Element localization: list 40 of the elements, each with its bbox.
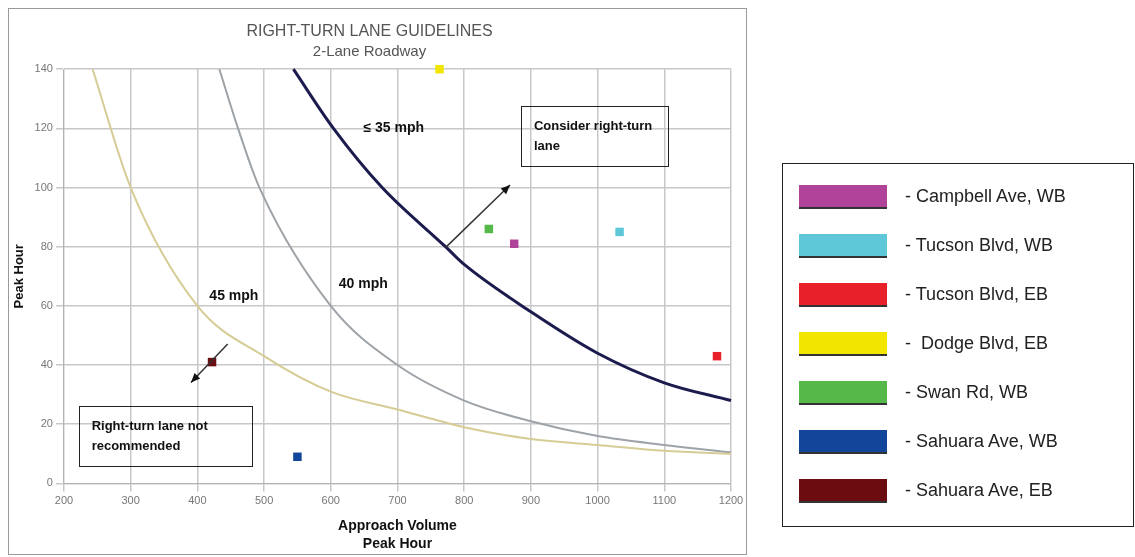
x-tick-label: 800 [455,494,474,507]
legend-label: - Campbell Ave, WB [905,186,1066,207]
series-label: ≤ 35 mph [363,119,425,136]
x-tick-label: 400 [188,494,207,507]
y-tick-label: 120 [34,121,53,134]
x-tick-label: 600 [321,494,340,507]
legend-label: - Dodge Blvd, EB [905,333,1049,354]
line-series [91,68,732,455]
series-label: 45 mph [209,286,259,303]
y-tick-label: 20 [40,417,53,430]
legend-label: - Swan Rd, WB [905,382,1029,403]
y-tick-label: 100 [34,180,53,193]
legend-label: - Tucson Blvd, WB [905,235,1054,256]
x-tick-label: 1100 [652,494,677,507]
legend-label: - Sahuara Ave, WB [905,431,1058,452]
legend-label: - Sahuara Ave, EB [905,480,1053,501]
y-tick-label: 0 [46,476,53,489]
x-tick-label: 500 [254,494,274,507]
x-axis-title: Approach Volume Peak Hour [338,516,458,551]
legend-label: - Tucson Blvd, EB [905,284,1049,305]
chart-subtitle: 2-Lane Roadway [312,42,427,60]
point [435,64,444,74]
y-axis-title: Peak Hour [11,244,27,309]
point [293,452,302,462]
annotation: Right-turn lane not recommended [78,406,253,468]
x-tick-label: 1200 [718,494,744,507]
x-tick-label: 700 [388,494,407,507]
point [615,227,624,237]
y-tick-label: 140 [34,62,53,75]
y-tick-label: 40 [40,358,53,371]
line-series [291,67,733,403]
x-tick-label: 1000 [585,494,610,507]
y-tick-label: 60 [40,298,53,311]
x-tick-label: 200 [54,494,74,507]
x-tick-label: 300 [121,494,140,507]
annotation: Consider right-turn lane [520,106,669,168]
y-tick-label: 80 [40,239,53,252]
x-tick-label: 900 [521,494,541,507]
series-label: 40 mph [338,274,388,291]
chart-title: RIGHT-TURN LANE GUIDELINES [246,22,493,40]
